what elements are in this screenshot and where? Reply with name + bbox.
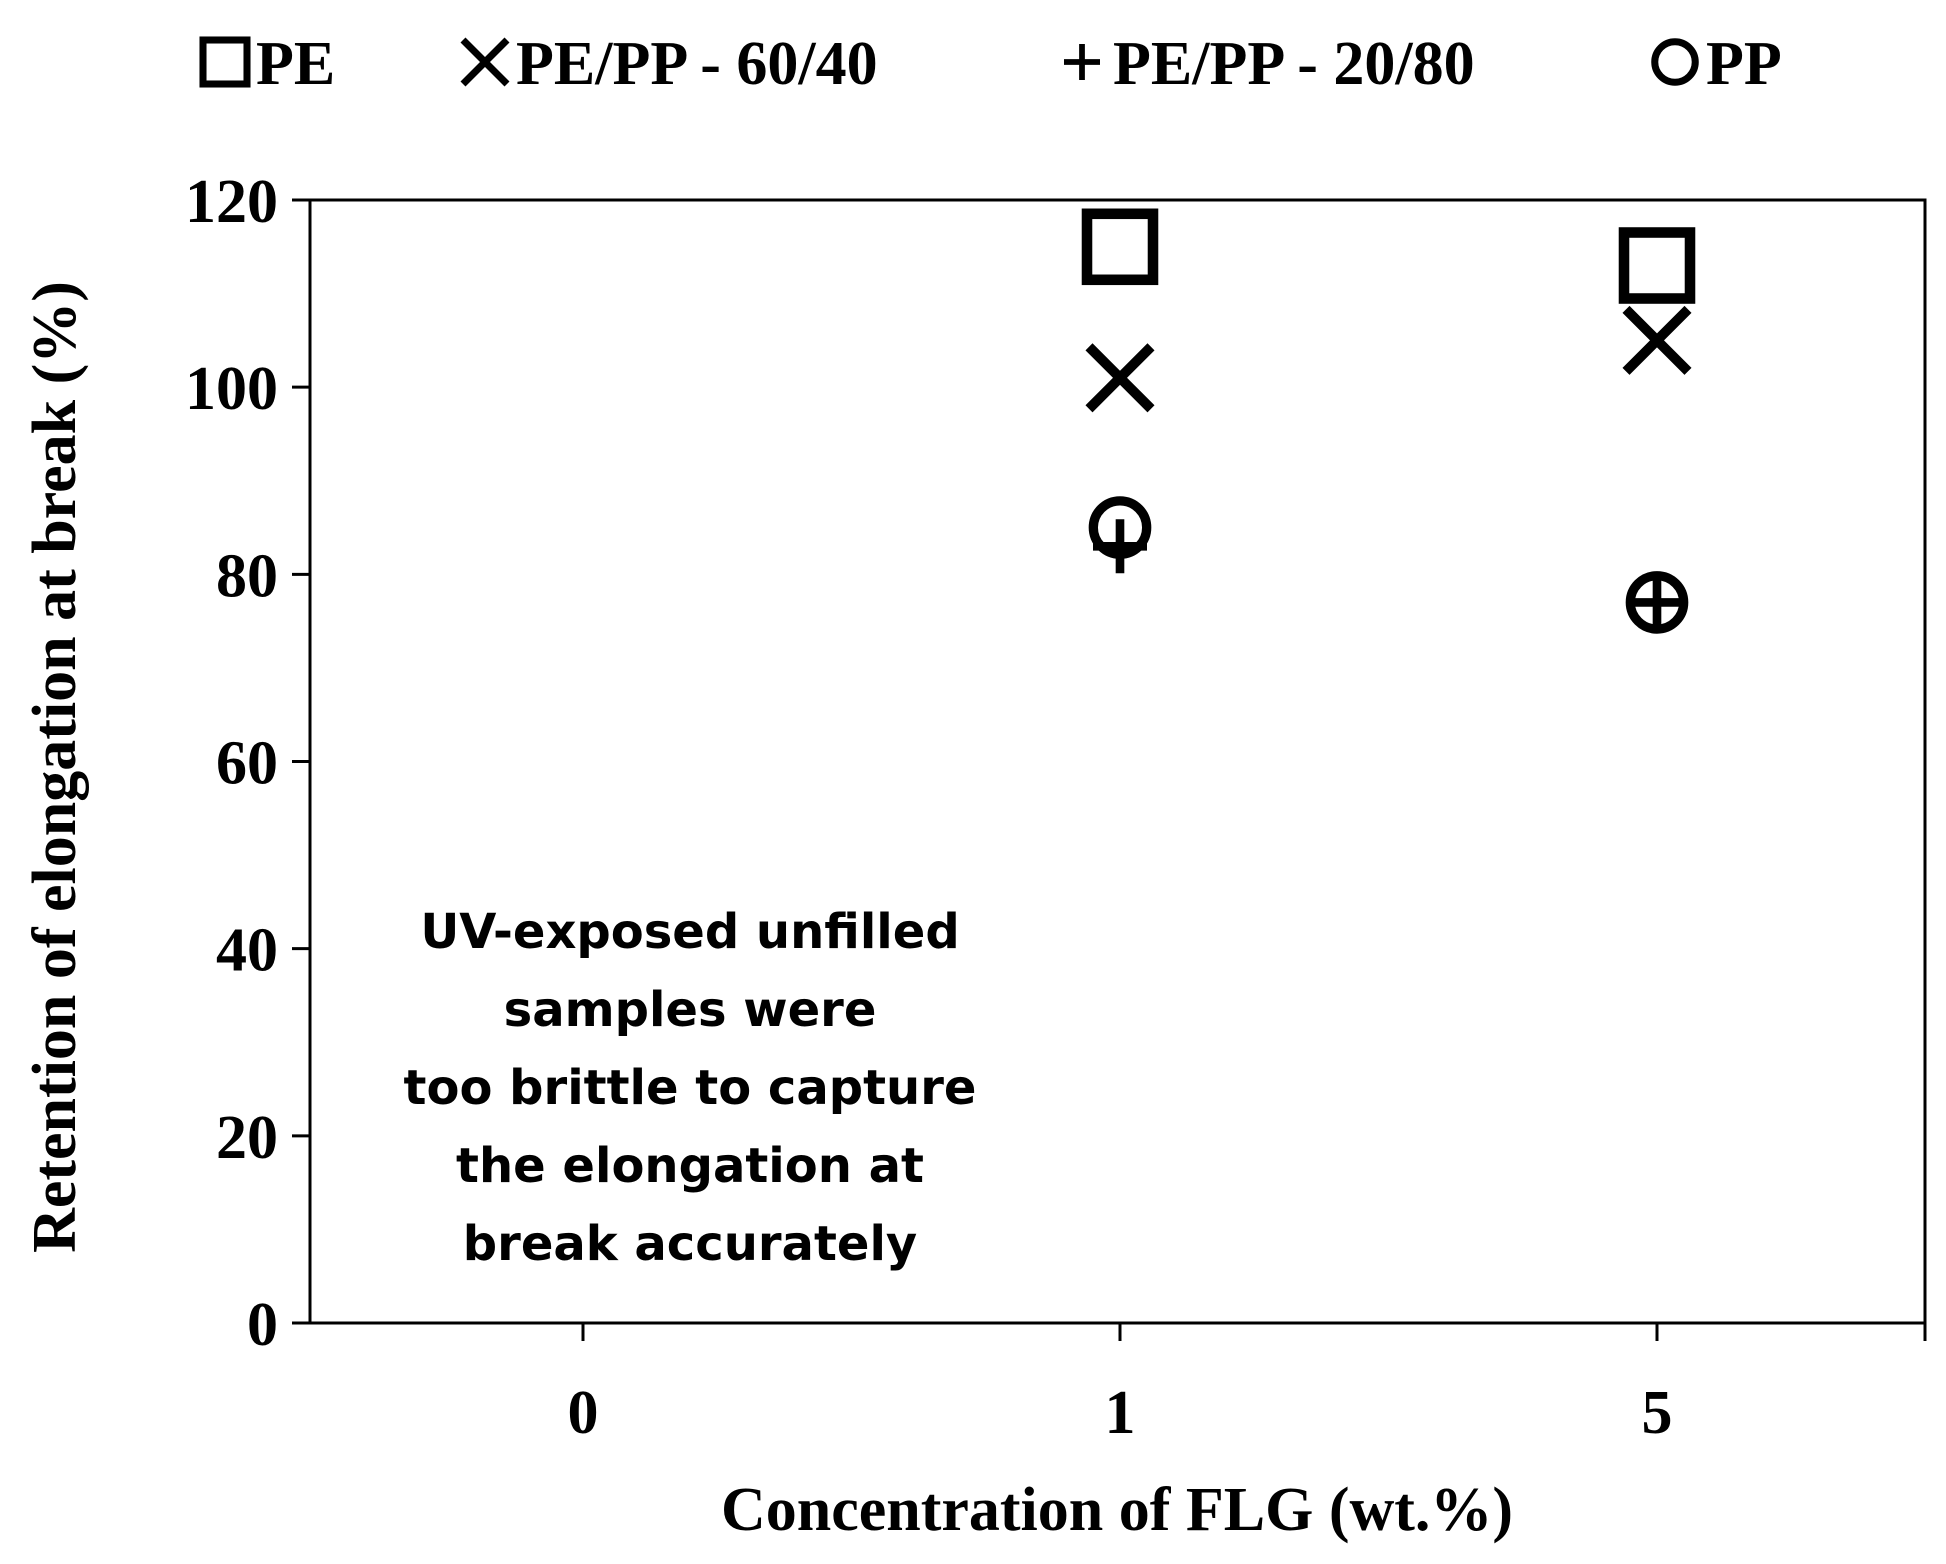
plot-annotation: UV-exposed unfilled samples were too britt… (404, 904, 977, 1272)
y-tick-label: 0 (247, 1291, 278, 1359)
data-point-square (1081, 208, 1159, 286)
y-tick-label: 120 (185, 168, 278, 236)
annotation-line: samples were (504, 982, 877, 1038)
legend-item: PE/PP - 60/40 (460, 30, 878, 98)
data-point-circle (1625, 571, 1689, 634)
x-tick-label: 1 (1105, 1379, 1136, 1447)
legend-marker-square-icon (199, 36, 251, 88)
legend-marker-x-icon (460, 37, 510, 87)
y-tick-label: 40 (216, 917, 278, 985)
x-axis: 0 1 5 (292, 1321, 1927, 1447)
y-tick-label: 100 (185, 355, 278, 423)
legend-label: PE (256, 30, 335, 98)
data-point-x (1622, 305, 1692, 375)
legend-item: PP (1651, 30, 1782, 98)
data-points (1081, 208, 1696, 634)
x-tick-label: 0 (568, 1379, 599, 1447)
data-point-plus (1630, 575, 1684, 630)
data-point-circle (1088, 496, 1152, 559)
legend-marker-circle-icon (1651, 38, 1699, 86)
y-tick-label: 60 (216, 730, 278, 798)
legend: PE PE/PP - 60/40 PE/PP - 20/80 PP (199, 30, 1782, 98)
legend-label: PE/PP - 20/80 (1113, 30, 1475, 98)
x-axis-title: Concentration of FLG (wt.%) (721, 1476, 1513, 1544)
x-tick-label: 5 (1642, 1379, 1673, 1447)
annotation-line: UV-exposed unfilled (420, 904, 959, 960)
annotation-line: the elongation at (456, 1138, 924, 1194)
legend-item: PE/PP - 20/80 (1064, 30, 1475, 98)
y-axis-title: Retention of elongation at break (%) (21, 281, 89, 1253)
legend-item: PE (199, 30, 335, 98)
legend-label: PP (1706, 30, 1782, 98)
y-tick-label: 80 (216, 542, 278, 610)
data-point-square (1618, 227, 1696, 304)
annotation-line: too brittle to capture (404, 1060, 977, 1116)
annotation-line: break accurately (463, 1216, 917, 1272)
legend-marker-plus-icon (1064, 44, 1100, 80)
legend-label: PE/PP - 60/40 (516, 30, 878, 98)
y-axis: 0 20 40 60 80 100 120 (185, 168, 310, 1359)
data-point-x (1085, 343, 1155, 413)
y-tick-label: 20 (216, 1104, 278, 1172)
